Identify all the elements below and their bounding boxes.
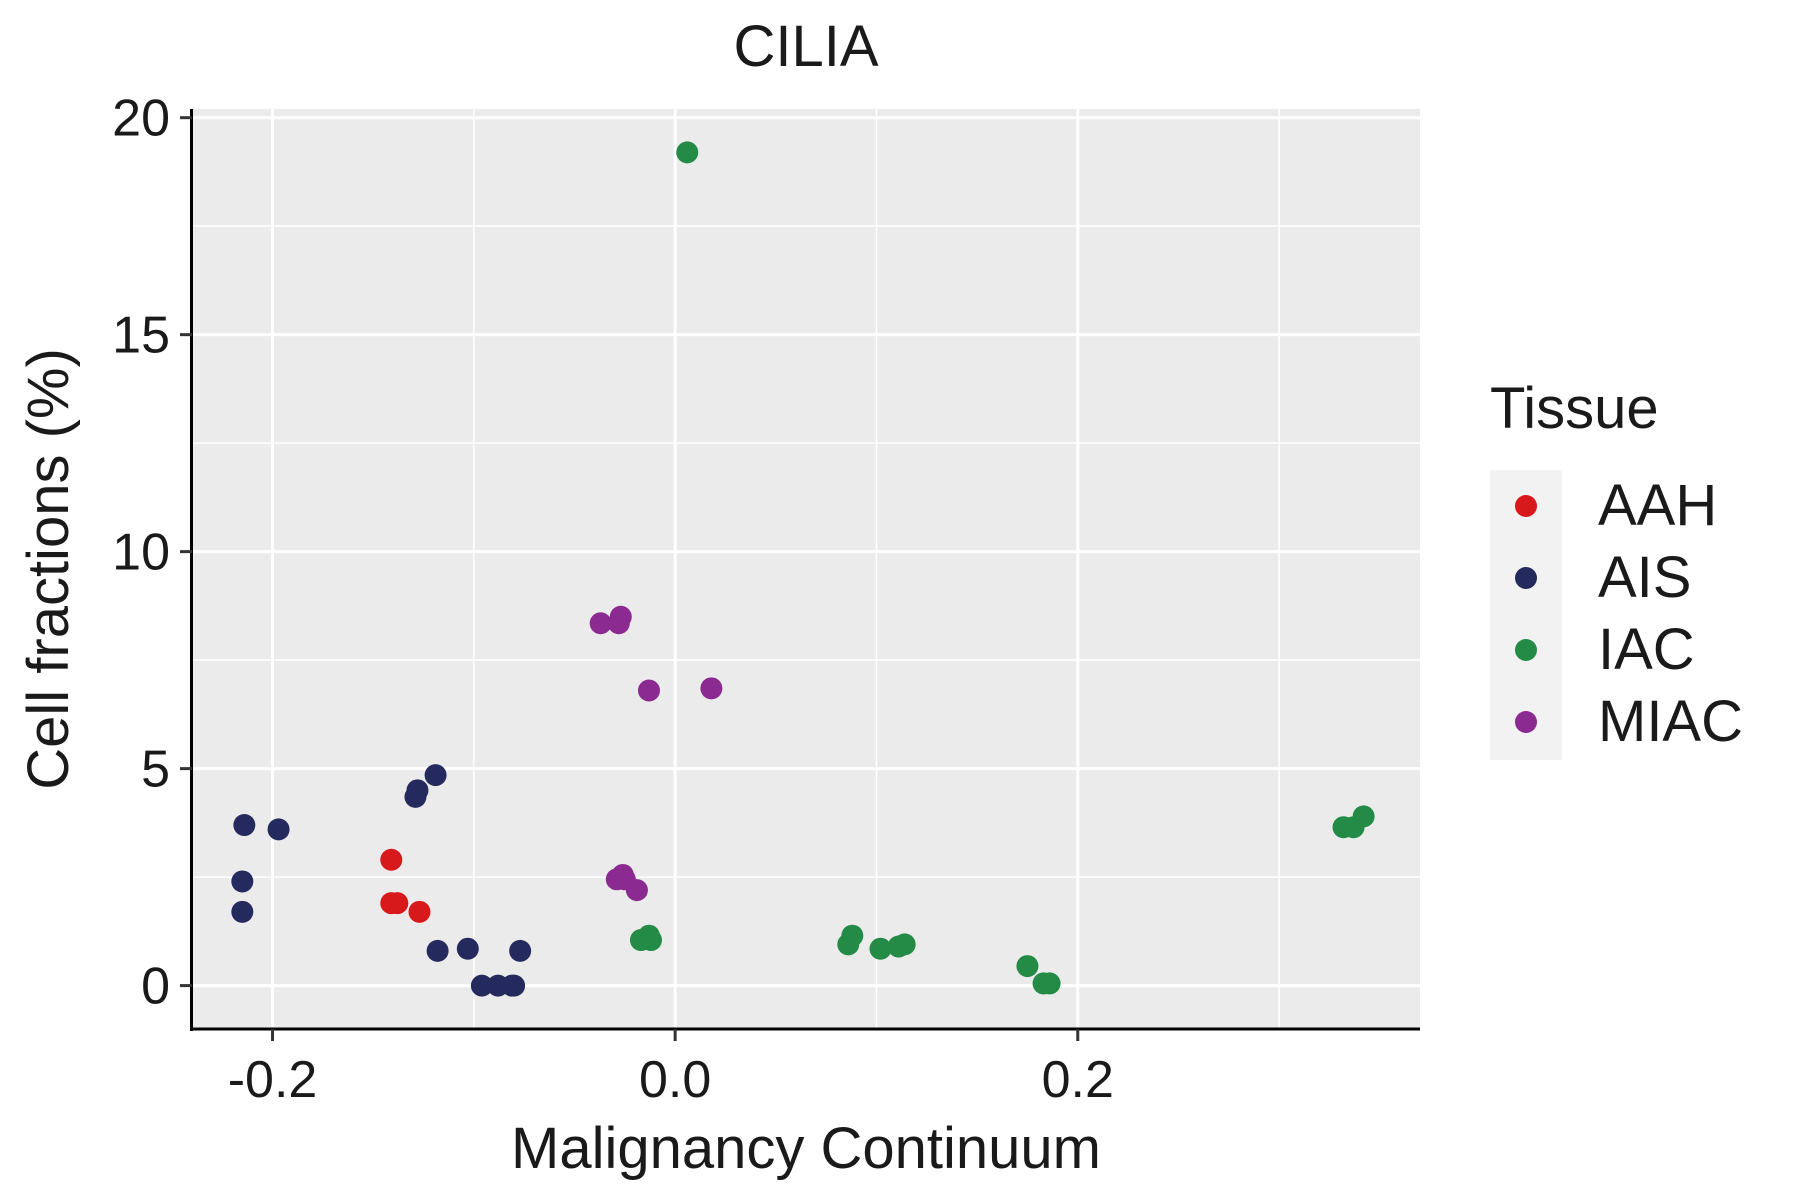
data-point-miac [700, 677, 723, 700]
data-points [231, 141, 1375, 997]
y-tick-label: 5 [141, 741, 170, 799]
y-axis-label: Cell fractions (%) [16, 348, 81, 790]
data-point-miac [609, 605, 632, 628]
minor-gridlines [192, 109, 1420, 1029]
legend-key-iac [1515, 639, 1537, 661]
chart-title: CILIA [733, 14, 878, 79]
data-point-iac [869, 937, 892, 960]
legend-label-iac: IAC [1598, 617, 1695, 682]
y-tick-label: 20 [112, 90, 170, 148]
plot-panel [192, 109, 1420, 1029]
data-point-iac [887, 935, 910, 958]
y-axis-ticks: 0 5 10 15 20 [112, 90, 192, 1016]
data-point-iac [841, 924, 864, 947]
y-tick-label: 10 [112, 524, 170, 582]
data-point-ais [424, 764, 447, 787]
data-point-miac [637, 679, 660, 702]
x-axis-ticks: -0.2 0.0 0.2 [228, 1029, 1114, 1109]
legend-label-ais: AIS [1598, 545, 1692, 610]
data-point-iac [1016, 955, 1039, 978]
data-point-miac [625, 879, 648, 902]
data-point-iac [639, 929, 662, 952]
legend-key-aah [1515, 495, 1537, 517]
legend-key-miac [1515, 711, 1537, 733]
major-gridlines [192, 109, 1420, 1029]
x-tick-label: 0.2 [1042, 1051, 1114, 1109]
data-point-aah [380, 892, 403, 915]
data-point-ais [456, 937, 479, 960]
data-point-ais [509, 939, 532, 962]
data-point-iac [1352, 805, 1375, 828]
legend-label-aah: AAH [1598, 473, 1717, 538]
data-point-miac [589, 612, 612, 635]
legend: Tissue AAH AIS IAC MIAC [1490, 376, 1743, 760]
data-point-ais [231, 870, 254, 893]
data-point-aah [380, 848, 403, 871]
legend-key-ais [1515, 567, 1537, 589]
data-point-ais [503, 974, 526, 997]
data-point-ais [267, 818, 290, 841]
data-point-ais [231, 900, 254, 923]
x-axis-label: Malignancy Continuum [511, 1116, 1101, 1181]
data-point-ais [426, 939, 449, 962]
x-tick-label: -0.2 [228, 1051, 318, 1109]
data-point-ais [470, 974, 493, 997]
y-tick-label: 0 [141, 958, 170, 1016]
data-point-iac [676, 141, 699, 164]
data-point-ais [233, 814, 256, 837]
data-point-iac [1038, 972, 1061, 995]
y-tick-label: 15 [112, 307, 170, 365]
x-tick-label: 0.0 [639, 1051, 711, 1109]
data-point-aah [408, 900, 431, 923]
legend-label-miac: MIAC [1598, 689, 1743, 754]
data-point-ais [406, 779, 429, 802]
legend-title: Tissue [1490, 376, 1659, 441]
